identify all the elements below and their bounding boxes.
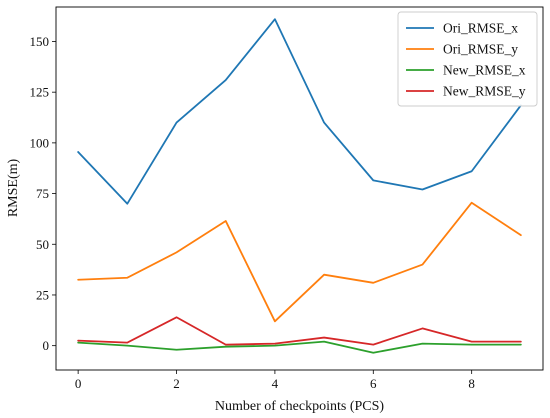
- legend-label: Ori_RMSE_y: [443, 42, 518, 57]
- y-tick-label: 100: [30, 135, 50, 150]
- legend: Ori_RMSE_x Ori_RMSE_y New_RMSE_x New_RMSE_y: [397, 11, 538, 107]
- y-tick-label: 50: [36, 237, 49, 252]
- x-tick-label: 0: [75, 376, 82, 391]
- x-axis-label: Number of checkpoints (PCS): [215, 399, 384, 414]
- x-tick-label: 2: [173, 376, 180, 391]
- series-line-new-rmse-y: [77, 316, 522, 346]
- y-tick-label: 125: [30, 85, 50, 100]
- y-tick-label: 0: [43, 338, 50, 353]
- legend-label: New_RMSE_y: [443, 84, 526, 99]
- x-tick-label: 4: [272, 376, 279, 391]
- legend-box: [397, 11, 538, 107]
- x-tick-label: 8: [468, 376, 475, 391]
- y-tick-label: 150: [30, 34, 50, 49]
- y-tick-label: 25: [36, 287, 49, 302]
- series-line-new-rmse-x: [77, 340, 522, 354]
- legend-label: Ori_RMSE_x: [443, 21, 518, 36]
- series-line-ori-rmse-x: [77, 18, 522, 205]
- y-tick-label: 75: [36, 186, 49, 201]
- legend-label: New_RMSE_x: [443, 63, 526, 78]
- series-line-ori-rmse-y: [77, 201, 522, 323]
- x-tick-label: 6: [370, 376, 377, 391]
- ticks-layer: 0 2 4 6 8 0 25 50 75 100 125 150: [30, 34, 475, 391]
- series-layer: [77, 18, 522, 354]
- y-axis-label: RMSE(m): [6, 158, 21, 217]
